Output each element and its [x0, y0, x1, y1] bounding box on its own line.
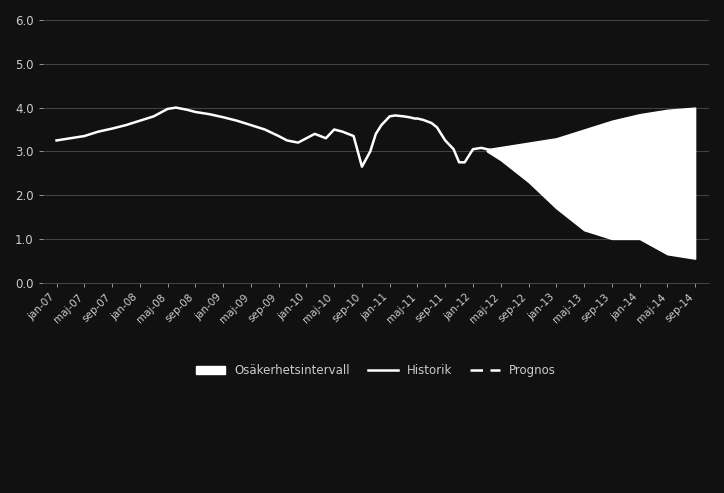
Legend: Osäkerhetsintervall, Historik, Prognos: Osäkerhetsintervall, Historik, Prognos — [191, 359, 560, 382]
